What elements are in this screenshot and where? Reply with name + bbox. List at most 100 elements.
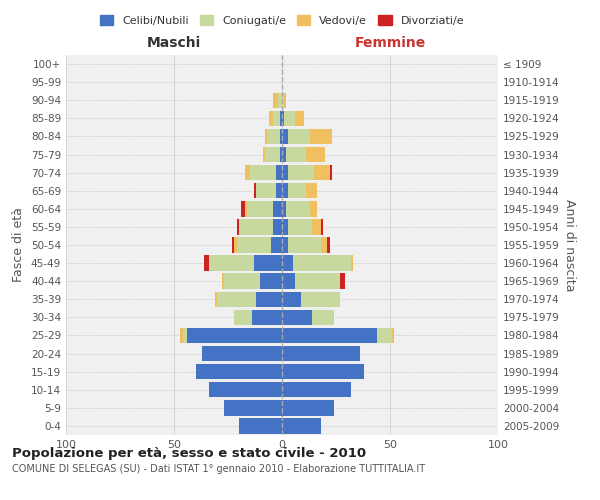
Bar <box>260 274 282 289</box>
Bar <box>321 238 328 252</box>
Bar <box>221 274 224 289</box>
Bar <box>181 328 182 343</box>
Bar <box>217 292 256 307</box>
Bar <box>209 256 254 271</box>
Bar <box>265 128 267 144</box>
Bar <box>295 274 340 289</box>
Bar <box>293 256 351 271</box>
Bar <box>245 165 250 180</box>
Text: COMUNE DI SELEGAS (SU) - Dati ISTAT 1° gennaio 2010 - Elaborazione TUTTITALIA.IT: COMUNE DI SELEGAS (SU) - Dati ISTAT 1° g… <box>12 464 425 474</box>
Bar <box>247 201 274 216</box>
Bar <box>282 256 293 271</box>
Text: Popolazione per età, sesso e stato civile - 2010: Popolazione per età, sesso e stato civil… <box>12 448 366 460</box>
Bar <box>282 418 321 434</box>
Bar <box>321 219 323 234</box>
Bar <box>314 165 329 180</box>
Bar <box>235 310 252 325</box>
Bar <box>280 128 282 144</box>
Bar <box>267 128 280 144</box>
Bar <box>239 418 282 434</box>
Bar <box>289 128 310 144</box>
Bar <box>275 165 282 180</box>
Bar <box>282 110 284 126</box>
Bar <box>256 292 282 307</box>
Bar <box>241 201 245 216</box>
Bar <box>274 201 282 216</box>
Bar <box>284 92 286 108</box>
Bar <box>196 364 282 380</box>
Bar <box>282 183 289 198</box>
Bar <box>256 183 275 198</box>
Bar <box>282 165 289 180</box>
Bar <box>312 219 321 234</box>
Bar <box>263 147 265 162</box>
Bar <box>250 165 275 180</box>
Bar <box>282 310 312 325</box>
Bar <box>306 183 317 198</box>
Bar <box>235 238 236 252</box>
Bar <box>282 382 351 398</box>
Bar <box>282 238 289 252</box>
Bar <box>280 110 282 126</box>
Bar <box>282 400 334 415</box>
Bar <box>274 92 278 108</box>
Bar <box>312 310 334 325</box>
Bar <box>274 110 280 126</box>
Text: Femmine: Femmine <box>355 36 425 50</box>
Bar <box>282 346 360 362</box>
Bar <box>340 274 344 289</box>
Bar <box>289 183 306 198</box>
Bar <box>282 219 289 234</box>
Bar <box>282 328 377 343</box>
Bar <box>271 238 282 252</box>
Bar <box>278 92 282 108</box>
Bar <box>182 328 187 343</box>
Bar <box>295 110 304 126</box>
Bar <box>328 238 329 252</box>
Bar <box>254 183 256 198</box>
Bar <box>282 274 295 289</box>
Bar <box>329 165 332 180</box>
Y-axis label: Fasce di età: Fasce di età <box>13 208 25 282</box>
Bar <box>239 219 274 234</box>
Bar <box>209 382 282 398</box>
Bar <box>392 328 394 343</box>
Bar <box>286 201 310 216</box>
Bar <box>254 256 282 271</box>
Bar <box>289 165 314 180</box>
Bar <box>282 292 301 307</box>
Bar <box>252 310 282 325</box>
Bar <box>204 256 209 271</box>
Bar <box>286 147 306 162</box>
Bar <box>224 400 282 415</box>
Bar <box>282 92 284 108</box>
Text: Maschi: Maschi <box>147 36 201 50</box>
Bar <box>301 292 340 307</box>
Bar <box>187 328 282 343</box>
Bar <box>275 183 282 198</box>
Bar <box>351 256 353 271</box>
Bar <box>282 128 289 144</box>
Bar <box>282 147 286 162</box>
Bar <box>377 328 392 343</box>
Bar <box>289 219 312 234</box>
Bar <box>306 147 325 162</box>
Bar <box>224 274 260 289</box>
Bar <box>265 147 280 162</box>
Bar <box>274 219 282 234</box>
Y-axis label: Anni di nascita: Anni di nascita <box>563 198 576 291</box>
Bar <box>280 147 282 162</box>
Bar <box>289 238 321 252</box>
Bar <box>215 292 217 307</box>
Bar <box>282 364 364 380</box>
Bar <box>245 201 247 216</box>
Bar <box>310 128 332 144</box>
Bar <box>269 110 274 126</box>
Bar <box>282 201 286 216</box>
Bar <box>310 201 317 216</box>
Legend: Celibi/Nubili, Coniugati/e, Vedovi/e, Divorziati/e: Celibi/Nubili, Coniugati/e, Vedovi/e, Di… <box>95 10 469 30</box>
Bar <box>232 238 235 252</box>
Bar <box>284 110 295 126</box>
Bar <box>202 346 282 362</box>
Bar <box>236 219 239 234</box>
